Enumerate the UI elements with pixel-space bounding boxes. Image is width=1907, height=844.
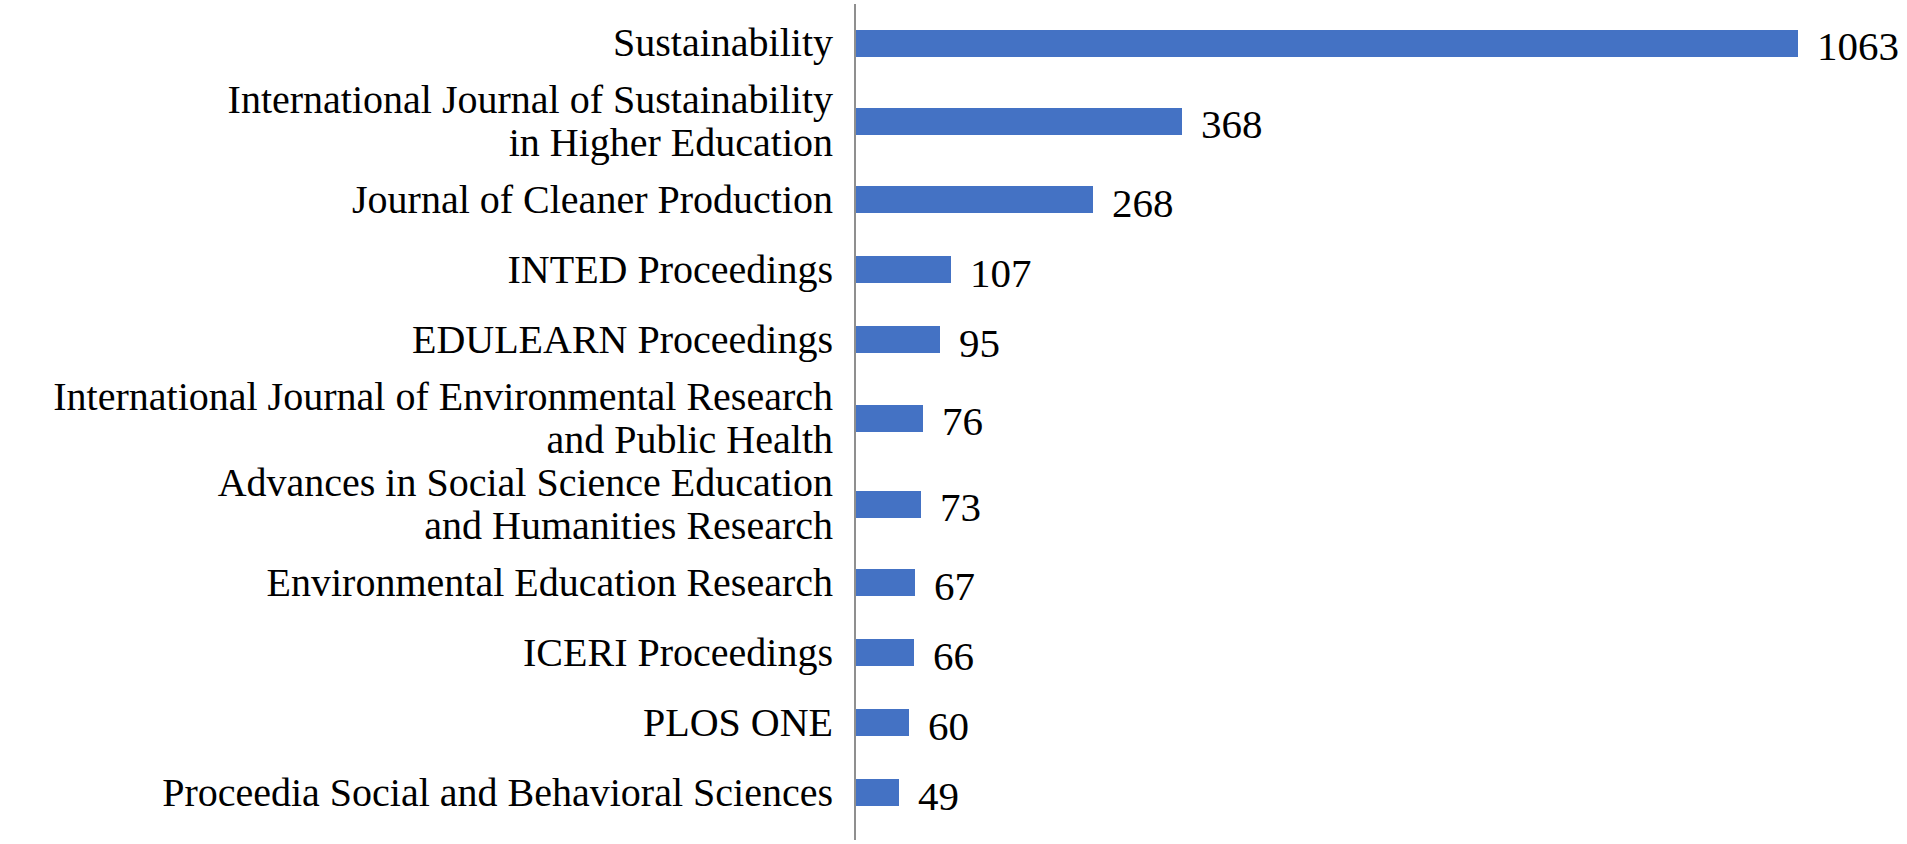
bar-track: 60 <box>856 688 1907 758</box>
category-label-line: and Public Health <box>0 418 833 461</box>
bar-row: Sustainability 1063 <box>0 8 1907 78</box>
bar <box>856 326 940 353</box>
category-label: Proceedia Social and Behavioral Sciences <box>0 771 856 814</box>
value-label: 368 <box>1201 100 1263 148</box>
bar <box>856 569 915 596</box>
bar-track: 67 <box>856 548 1907 618</box>
category-label-line: Sustainability <box>0 21 833 64</box>
value-label: 60 <box>928 702 969 750</box>
category-label-line: International Journal of Sustainability <box>0 78 833 121</box>
bar-row: International Journal of Sustainabilityi… <box>0 78 1907 164</box>
bar <box>856 779 899 806</box>
bar-row: EDULEARN Proceedings 95 <box>0 305 1907 375</box>
bar <box>856 405 923 432</box>
value-label: 73 <box>940 483 981 531</box>
bar <box>856 186 1093 213</box>
category-label-line: and Humanities Research <box>0 504 833 547</box>
chart-rows: Sustainability 1063 International Journal … <box>0 8 1907 828</box>
bar-track: 368 <box>856 78 1907 164</box>
value-label: 76 <box>942 397 983 445</box>
category-label-line: Environmental Education Research <box>0 561 833 604</box>
category-label: EDULEARN Proceedings <box>0 318 856 361</box>
bar-row: Proceedia Social and Behavioral Sciences… <box>0 758 1907 828</box>
category-label: Environmental Education Research <box>0 561 856 604</box>
value-label: 268 <box>1112 179 1174 227</box>
category-label: International Journal of Sustainabilityi… <box>0 78 856 164</box>
category-label: INTED Proceedings <box>0 248 856 291</box>
bar <box>856 491 921 518</box>
bar-row: PLOS ONE 60 <box>0 688 1907 758</box>
category-label: PLOS ONE <box>0 701 856 744</box>
bar <box>856 108 1182 135</box>
bar-row: International Journal of Environmental R… <box>0 375 1907 461</box>
bar <box>856 256 951 283</box>
bar <box>856 639 914 666</box>
bar <box>856 709 909 736</box>
category-label: Journal of Cleaner Production <box>0 178 856 221</box>
category-label-line: in Higher Education <box>0 121 833 164</box>
category-label-line: PLOS ONE <box>0 701 833 744</box>
value-label: 49 <box>918 772 959 820</box>
value-label: 95 <box>959 319 1000 367</box>
category-label: ICERI Proceedings <box>0 631 856 674</box>
bar-track: 1063 <box>856 8 1907 78</box>
bar-track: 95 <box>856 305 1907 375</box>
bar-row: INTED Proceedings 107 <box>0 235 1907 305</box>
category-label-line: ICERI Proceedings <box>0 631 833 674</box>
bar-track: 76 <box>856 375 1907 461</box>
category-label-line: Journal of Cleaner Production <box>0 178 833 221</box>
bar <box>856 30 1798 57</box>
value-label: 67 <box>934 562 975 610</box>
category-label-line: Proceedia Social and Behavioral Sciences <box>0 771 833 814</box>
category-label-line: Advances in Social Science Education <box>0 461 833 504</box>
bar-track: 73 <box>856 461 1907 547</box>
category-label-line: INTED Proceedings <box>0 248 833 291</box>
bar-chart: Sustainability 1063 International Journal … <box>0 0 1907 844</box>
bar-row: Environmental Education Research 67 <box>0 548 1907 618</box>
value-label: 1063 <box>1817 22 1899 70</box>
value-label: 66 <box>933 632 974 680</box>
category-label: Sustainability <box>0 21 856 64</box>
bar-row: ICERI Proceedings 66 <box>0 618 1907 688</box>
category-label: Advances in Social Science Educationand … <box>0 461 856 547</box>
bar-track: 49 <box>856 758 1907 828</box>
category-label-line: International Journal of Environmental R… <box>0 375 833 418</box>
bar-track: 268 <box>856 164 1907 234</box>
bar-row: Advances in Social Science Educationand … <box>0 461 1907 547</box>
bar-row: Journal of Cleaner Production 268 <box>0 164 1907 234</box>
category-label: International Journal of Environmental R… <box>0 375 856 461</box>
bar-track: 66 <box>856 618 1907 688</box>
value-label: 107 <box>970 249 1032 297</box>
category-label-line: EDULEARN Proceedings <box>0 318 833 361</box>
bar-track: 107 <box>856 235 1907 305</box>
